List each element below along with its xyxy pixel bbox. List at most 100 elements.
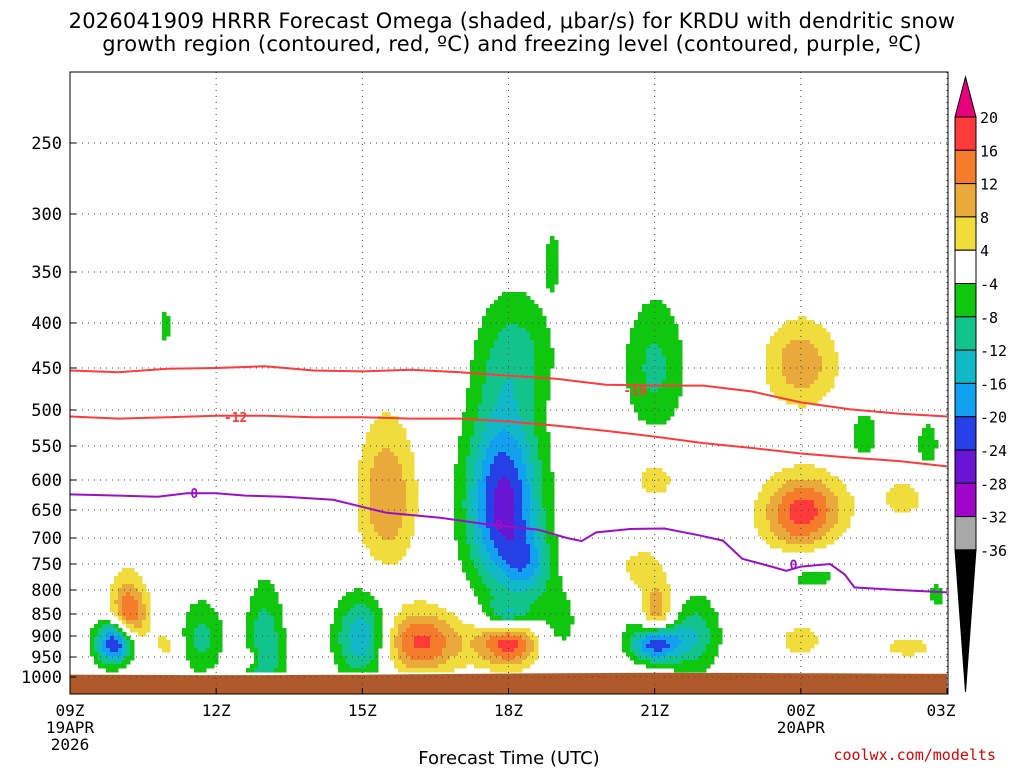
omega-cell: [830, 340, 835, 389]
omega-cell: [830, 528, 835, 545]
omega-cell: [662, 648, 667, 657]
omega-cell: [126, 592, 131, 621]
omega-cell: [530, 300, 535, 341]
omega-cell: [654, 652, 659, 657]
omega-cell: [498, 556, 503, 569]
omega-cell: [118, 660, 123, 665]
colorbar-bin: [954, 249, 977, 284]
omega-cell: [102, 664, 107, 669]
omega-cell: [854, 424, 859, 449]
omega-cell: [362, 604, 367, 621]
omega-cell: [474, 544, 479, 569]
colorbar-bin: [954, 216, 977, 251]
omega-cell: [114, 636, 119, 641]
omega-cell: [822, 468, 827, 485]
omega-cell: [494, 524, 499, 549]
omega-cell: [486, 628, 491, 633]
omega-cell: [886, 492, 891, 505]
omega-cell: [114, 652, 119, 657]
omega-cell: [918, 436, 923, 453]
omega-cell: [922, 644, 927, 653]
omega-cell: [482, 584, 487, 613]
omega-cell: [486, 308, 491, 361]
omega-cell: [642, 636, 647, 641]
colorbar-level-label: -32: [980, 509, 1007, 527]
omega-cell: [346, 664, 351, 673]
omega-cell: [662, 628, 667, 633]
omega-cell: [494, 548, 499, 565]
omega-cell: [670, 656, 675, 665]
contour-label-group: 0: [495, 519, 503, 534]
omega-cell: [806, 480, 811, 489]
y-tick-label: 850: [31, 605, 62, 625]
omega-cell: [138, 628, 143, 637]
omega-cell: [386, 448, 391, 541]
omega-cell: [630, 556, 635, 581]
omega-cell: [830, 476, 835, 493]
omega-cell: [774, 492, 779, 537]
omega-cell: [522, 628, 527, 633]
omega-cell: [834, 524, 839, 541]
omega-cell: [142, 604, 147, 621]
omega-cell: [794, 464, 799, 481]
omega-cell: [182, 628, 187, 637]
omega-cell: [498, 532, 503, 557]
omega-cell: [462, 500, 467, 509]
omega-cell: [650, 556, 655, 593]
omega-cell: [498, 332, 503, 393]
omega-cell: [518, 572, 523, 581]
omega-cell: [654, 656, 659, 661]
omega-cell: [786, 320, 791, 345]
omega-cell: [806, 500, 811, 525]
omega-cell: [126, 636, 131, 641]
omega-cell: [798, 488, 803, 501]
omega-cell: [458, 636, 463, 653]
omega-cell: [102, 640, 107, 653]
omega-cell: [406, 440, 411, 549]
omega-cell: [470, 640, 475, 649]
colorbar-bin: [954, 382, 977, 418]
omega-cell: [502, 636, 507, 641]
omega-cell: [434, 628, 439, 657]
omega-cell: [514, 648, 519, 657]
colorbar-bin: [954, 116, 977, 151]
omega-cell: [514, 656, 519, 665]
omega-cell: [398, 612, 403, 625]
x-tick-label: 2026: [51, 735, 90, 754]
omega-cell: [646, 468, 651, 493]
omega-cell: [790, 384, 795, 405]
y-tick-label: 300: [31, 205, 62, 225]
omega-cell: [694, 612, 699, 633]
omega-cell: [702, 620, 707, 653]
omega-cell: [114, 604, 119, 617]
omega-cell: [134, 600, 139, 621]
contour-label: 0: [190, 487, 198, 502]
omega-cell: [634, 648, 639, 657]
omega-cell: [374, 532, 379, 561]
colorbar-bin: [954, 183, 977, 218]
omega-cell: [754, 500, 759, 529]
omega-cell: [118, 656, 123, 661]
omega-cell: [646, 552, 651, 621]
omega-cell: [638, 552, 643, 589]
omega-cell: [410, 616, 415, 625]
omega-cell: [534, 500, 539, 549]
omega-cell: [818, 372, 823, 401]
y-tick-label: 450: [31, 359, 62, 379]
omega-cell: [674, 632, 679, 637]
omega-cell: [542, 508, 547, 593]
omega-cell: [526, 588, 531, 613]
contour-label: 0: [790, 559, 798, 574]
omega-cell: [638, 632, 643, 637]
omega-cell: [658, 628, 663, 633]
x-tick-label: 19APR: [46, 718, 95, 737]
omega-cell: [514, 616, 519, 621]
omega-cell: [654, 632, 659, 637]
omega-cell: [798, 628, 803, 653]
omega-cell: [682, 628, 687, 653]
omega-cell: [494, 664, 499, 673]
omega-cell: [658, 640, 663, 653]
omega-cell: [350, 592, 355, 609]
omega-cell: [698, 656, 703, 673]
omega-cell: [674, 664, 679, 673]
